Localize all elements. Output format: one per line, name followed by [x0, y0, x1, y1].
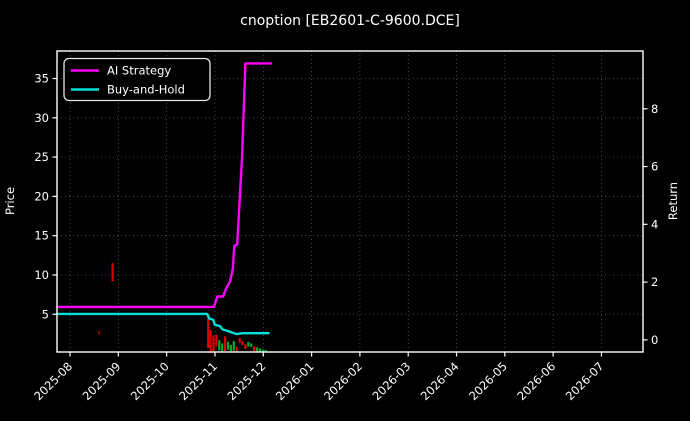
- candle-bar: [215, 334, 218, 347]
- left-tick-label: 10: [34, 268, 49, 282]
- candle-bar: [255, 347, 259, 352]
- x-tick-label: 2025-12: [225, 359, 269, 403]
- candle-bar: [218, 340, 221, 351]
- left-tick-label: 20: [34, 189, 49, 203]
- candle-bar: [264, 350, 267, 353]
- x-tick-label: 2025-10: [128, 359, 172, 403]
- x-tick-label: 2026-07: [563, 359, 607, 403]
- x-tick-label: 2026-06: [514, 359, 558, 403]
- candle-bar: [244, 344, 247, 349]
- legend-label-ai-strategy: AI Strategy: [107, 64, 171, 78]
- left-tick-label: 30: [34, 111, 49, 125]
- candle-bar: [209, 330, 212, 353]
- left-tick-label: 15: [34, 229, 49, 243]
- axis-ticks: 2025-08 2025-09 2025-10 2025-11 2025-12 2026-…: [31, 72, 658, 404]
- series-line-buy-and-hold: [55, 312, 270, 336]
- x-tick-label: 2025-09: [80, 359, 124, 403]
- legend-label-buy-and-hold: Buy-and-Hold: [107, 83, 185, 97]
- x-tick-label: 2026-04: [418, 359, 462, 403]
- left-tick-label: 25: [34, 150, 49, 164]
- candle-bar: [261, 349, 264, 353]
- candle-bar: [212, 335, 215, 353]
- x-tick-label: 2025-08: [31, 359, 75, 403]
- legend: AI Strategy Buy-and-Hold: [63, 57, 211, 102]
- x-tick-label: 2026-05: [466, 359, 510, 403]
- plot-border: [56, 50, 644, 353]
- candlestick-bars: [97, 263, 267, 353]
- candle-bar: [229, 344, 232, 352]
- candle-bar: [232, 341, 235, 351]
- candle-bar: [238, 338, 241, 344]
- left-tick-label: 35: [34, 72, 49, 86]
- series-lines: [55, 62, 273, 336]
- left-axis-label: Price: [3, 187, 17, 215]
- candle-bar: [247, 341, 250, 347]
- candle-bar: [226, 341, 230, 350]
- grid-lines: [57, 51, 643, 352]
- x-tick-label: 2026-01: [273, 359, 317, 403]
- right-axis-label: Return: [666, 182, 680, 220]
- x-tick-label: 2026-03: [369, 359, 413, 403]
- right-tick-label: 4: [651, 217, 658, 231]
- legend-box: [63, 57, 211, 102]
- candle-bar: [221, 343, 224, 352]
- candle-bar: [224, 336, 227, 352]
- chart-title: cnoption [EB2601-C-9600.DCE]: [240, 13, 460, 29]
- candle-bar: [253, 346, 256, 352]
- right-tick-label: 2: [651, 275, 658, 289]
- candle-bar: [258, 348, 261, 352]
- candle-bar: [207, 318, 210, 349]
- series-line-ai-strategy: [55, 62, 273, 309]
- left-tick-label: 5: [42, 307, 49, 321]
- candle-bar: [111, 263, 114, 282]
- right-tick-label: 8: [651, 102, 658, 116]
- right-tick-label: 6: [651, 160, 658, 174]
- x-tick-label: 2025-11: [176, 359, 220, 403]
- candle-bar: [250, 343, 253, 347]
- candle-bar: [235, 346, 238, 352]
- x-tick-label: 2026-02: [321, 359, 365, 403]
- right-tick-label: 0: [651, 333, 658, 347]
- candle-bar: [97, 330, 101, 335]
- candle-bar: [241, 341, 244, 345]
